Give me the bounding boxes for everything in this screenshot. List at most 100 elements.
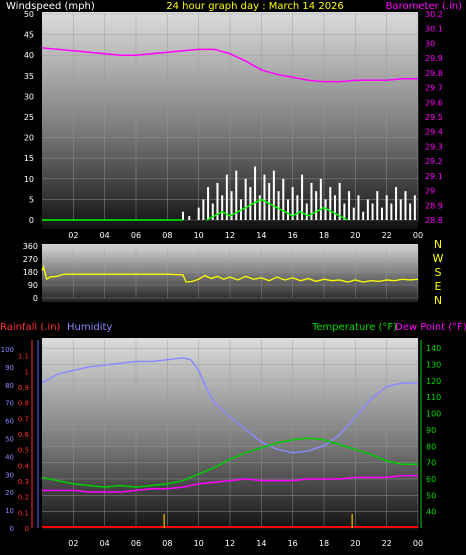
temperature-y-tick: 120 [426, 377, 441, 386]
humidity-y-tick: 10 [5, 507, 14, 515]
humidity-line [41, 357, 418, 454]
wind-x-tick: 22 [382, 231, 392, 240]
humidity-legend: Humidity [67, 322, 112, 333]
direction-grid [42, 245, 419, 299]
compass-s: S [435, 266, 442, 279]
barometer-axis-label: Barometer (.in) [386, 1, 462, 12]
barometer-y-tick: 29.3 [425, 142, 443, 151]
direction-line [41, 264, 419, 283]
wind-y-tick: 35 [24, 72, 34, 81]
barometer-y-tick: 30.2 [425, 10, 443, 19]
climate-x-tick: 12 [225, 539, 235, 548]
barometer-y-tick: 29.8 [425, 69, 443, 78]
wind-grid [42, 13, 419, 221]
rainfall-y-tick: 0.4 [18, 462, 30, 470]
climate-x-tick: 04 [100, 539, 110, 548]
humidity-y-tick: 20 [5, 489, 14, 497]
wind-y-tick: 0 [29, 216, 34, 225]
wind-series [41, 47, 418, 221]
wind-y-tick: 45 [24, 31, 34, 40]
wind-x-tick: 12 [225, 231, 235, 240]
barometer-y-tick: 29.5 [425, 113, 443, 122]
dewpoint-line [42, 474, 418, 493]
humidity-y-tick: 70 [5, 400, 14, 408]
wind-y-tick: 40 [24, 51, 34, 60]
climate-x-tick: 20 [350, 539, 360, 548]
rainfall-y-tick: 0.8 [18, 400, 29, 408]
humidity-y-tick: 50 [5, 435, 14, 443]
humidity-y-tick: 40 [5, 453, 14, 461]
wind-y-tick: 30 [24, 92, 34, 101]
direction-y-tick: 360 [23, 242, 38, 251]
rainfall-y-tick: 1 [25, 368, 29, 376]
wind-y-tick: 25 [24, 113, 34, 122]
humidity-y-tick: 0 [10, 525, 14, 533]
barometer-y-tick: 29.6 [425, 98, 443, 107]
barometer-y-tick: 28.8 [425, 216, 443, 225]
wind-x-tick: 08 [162, 231, 172, 240]
humidity-y-tick: 90 [5, 364, 14, 372]
barometer-line [41, 47, 418, 83]
temperature-legend: Temperature (°F) [311, 322, 397, 333]
barometer-y-tick: 29.9 [425, 54, 443, 63]
wind-x-tick: 20 [350, 231, 360, 240]
rainfall-y-tick: 0.6 [18, 431, 30, 439]
temperature-y-tick: 100 [426, 410, 441, 419]
wind-x-tick: 00 [413, 231, 423, 240]
barometer-y-tick: 30.1 [425, 25, 443, 34]
gust-line [206, 198, 348, 221]
climate-x-tick: 08 [162, 539, 172, 548]
compass-n-top: N [434, 238, 442, 251]
climate-x-tick: 22 [382, 539, 392, 548]
wind-x-tick: 18 [319, 231, 329, 240]
temperature-line [41, 437, 418, 488]
barometer-y-tick: 28.9 [425, 201, 443, 210]
climate-x-tick: 16 [288, 539, 298, 548]
compass-w: W [433, 252, 444, 265]
wind-y-tick: 15 [24, 154, 34, 163]
temperature-y-tick: 140 [426, 344, 441, 353]
dewpoint-legend: Dew Point (°F) [395, 322, 466, 333]
rainfall-y-tick: 0.1 [18, 509, 29, 517]
wind-y-tick: 10 [24, 175, 34, 184]
barometer-y-tick: 29 [425, 187, 435, 196]
rainfall-y-tick: 1.1 [18, 353, 29, 361]
windspeed-axis-label: Windspeed (mph) [6, 1, 95, 12]
barometer-y-tick: 30 [425, 39, 435, 48]
climate-x-tick: 02 [68, 539, 78, 548]
rainfall-y-tick: 0.9 [18, 384, 29, 392]
climate-x-tick: 00 [413, 539, 423, 548]
rainfall-y-tick: 0.7 [18, 415, 29, 423]
temperature-y-tick: 50 [426, 491, 436, 500]
rainfall-y-tick: 0.3 [18, 478, 29, 486]
barometer-y-tick: 29.2 [425, 157, 443, 166]
wind-x-tick: 14 [256, 231, 266, 240]
temperature-y-tick: 90 [426, 426, 436, 435]
temperature-y-tick: 110 [426, 393, 441, 402]
barometer-y-tick: 29.7 [425, 84, 443, 93]
temperature-y-tick: 40 [426, 508, 436, 517]
wind-x-tick: 16 [288, 231, 298, 240]
rainfall-axis-label: Rainfall (.in) [0, 322, 61, 333]
humidity-y-tick: 80 [5, 382, 14, 390]
climate-x-tick: 14 [256, 539, 266, 548]
wind-x-tick: 02 [68, 231, 78, 240]
wind-y-tick: 50 [24, 10, 34, 19]
direction-y-tick: 90 [28, 281, 38, 290]
temperature-y-tick: 60 [426, 475, 436, 484]
humidity-y-tick: 100 [1, 346, 14, 354]
temperature-y-tick: 80 [426, 442, 436, 451]
climate-x-tick: 18 [319, 539, 329, 548]
wind-x-tick: 06 [131, 231, 141, 240]
rainfall-y-tick: 0.5 [18, 447, 29, 455]
rainfall-y-tick: 0.2 [18, 494, 29, 502]
temperature-y-tick: 70 [426, 459, 436, 468]
humidity-y-tick: 60 [5, 418, 14, 426]
direction-y-tick: 180 [23, 268, 38, 277]
barometer-y-tick: 29.1 [425, 172, 443, 181]
wind-x-tick: 04 [100, 231, 110, 240]
chart-title: 24 hour graph day : March 14 2026 [166, 1, 344, 12]
direction-y-tick: 0 [33, 294, 38, 303]
compass-n-bottom: N [434, 294, 442, 307]
